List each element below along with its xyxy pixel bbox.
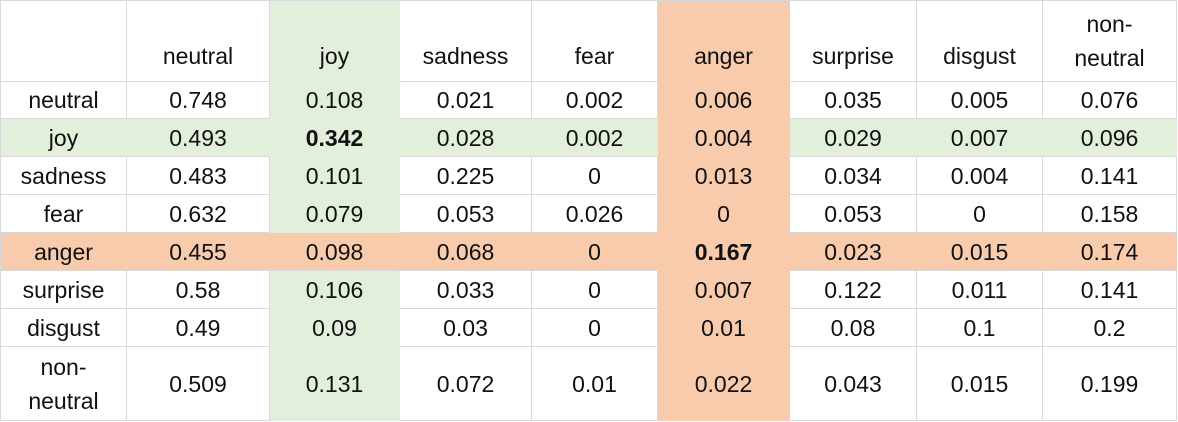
table-cell: 0.043 [790,347,917,421]
table-cell: 0.342 [270,119,400,157]
table-cell: 0.632 [127,195,270,233]
table-cell: 0.03 [400,309,532,347]
table-cell: 0.167 [658,233,790,271]
table-cell: 0.028 [400,119,532,157]
row-header-non-neutral: non- neutral [1,347,127,421]
table-cell: 0.08 [790,309,917,347]
column-header-non-neutral: non- neutral [1043,1,1177,82]
column-header-anger: anger [658,1,790,82]
table-cell: 0.09 [270,309,400,347]
table-cell: 0 [532,233,658,271]
table-cell: 0.01 [658,309,790,347]
column-header-disgust: disgust [917,1,1043,82]
table-cell: 0.068 [400,233,532,271]
table-cell: 0.225 [400,157,532,195]
table-cell: 0.006 [658,82,790,119]
table-cell: 0.026 [532,195,658,233]
row-header-fear: fear [1,195,127,233]
table-cell: 0.072 [400,347,532,421]
row-header-disgust: disgust [1,309,127,347]
table-cell: 0.141 [1043,157,1177,195]
table-cell: 0.131 [270,347,400,421]
table-cell: 0.1 [917,309,1043,347]
row-header-neutral: neutral [1,82,127,119]
table-cell: 0.106 [270,271,400,309]
table-cell: 0 [658,195,790,233]
table-cell: 0.021 [400,82,532,119]
table-cell: 0.004 [917,157,1043,195]
table-cell: 0.011 [917,271,1043,309]
table-cell: 0.141 [1043,271,1177,309]
column-header-joy: joy [270,1,400,82]
table-cell: 0.509 [127,347,270,421]
column-header-sadness: sadness [400,1,532,82]
table-cell: 0 [532,309,658,347]
table-cell: 0.015 [917,347,1043,421]
table-cell: 0.029 [790,119,917,157]
corner-cell [1,1,127,82]
row-header-anger: anger [1,233,127,271]
table-cell: 0.748 [127,82,270,119]
table-cell: 0.034 [790,157,917,195]
table-cell: 0.098 [270,233,400,271]
table-cell: 0.053 [400,195,532,233]
table-cell: 0.493 [127,119,270,157]
table-cell: 0.004 [658,119,790,157]
table-cell: 0.013 [658,157,790,195]
row-header-surprise: surprise [1,271,127,309]
table-cell: 0.002 [532,82,658,119]
column-header-surprise: surprise [790,1,917,82]
column-header-fear: fear [532,1,658,82]
table-cell: 0.033 [400,271,532,309]
table-cell: 0.015 [917,233,1043,271]
row-header-joy: joy [1,119,127,157]
table-cell: 0.007 [917,119,1043,157]
table-cell: 0 [532,271,658,309]
table-cell: 0.007 [658,271,790,309]
table-cell: 0.174 [1043,233,1177,271]
table-cell: 0.483 [127,157,270,195]
table-cell: 0.108 [270,82,400,119]
table-cell: 0.035 [790,82,917,119]
table-cell: 0.079 [270,195,400,233]
table-cell: 0.01 [532,347,658,421]
table-cell: 0.053 [790,195,917,233]
table-cell: 0.023 [790,233,917,271]
table-cell: 0.199 [1043,347,1177,421]
table-cell: 0.158 [1043,195,1177,233]
table-cell: 0 [532,157,658,195]
table-cell: 0.005 [917,82,1043,119]
table-cell: 0.002 [532,119,658,157]
table-cell: 0.076 [1043,82,1177,119]
table-cell: 0.022 [658,347,790,421]
table-cell: 0.2 [1043,309,1177,347]
table-cell: 0.58 [127,271,270,309]
table-cell: 0 [917,195,1043,233]
row-header-sadness: sadness [1,157,127,195]
table-cell: 0.455 [127,233,270,271]
table-cell: 0.122 [790,271,917,309]
table-cell: 0.096 [1043,119,1177,157]
table-cell: 0.49 [127,309,270,347]
column-header-neutral: neutral [127,1,270,82]
table-cell: 0.101 [270,157,400,195]
